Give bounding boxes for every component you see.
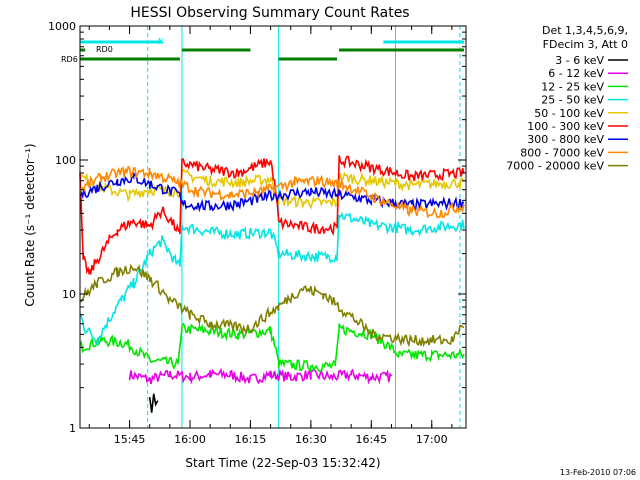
x-tick-label-0: 15:45 — [114, 433, 146, 446]
legend-header-line-2: FDecim 3, Att 0 — [543, 38, 628, 51]
y-tick-label-1: 10 — [62, 288, 76, 301]
legend-label-5: 100 - 300 keV — [527, 120, 604, 133]
x-tick-label-4: 16:45 — [355, 433, 387, 446]
legend-header-line-1: Det 1,3,4,5,6,9, — [542, 24, 628, 37]
x-tick-label-1: 16:00 — [174, 433, 206, 446]
x-tick-label-5: 17:00 — [416, 433, 448, 446]
legend-label-4: 50 - 100 keV — [534, 107, 604, 120]
x-axis-label: Start Time (22-Sep-03 15:32:42) — [185, 456, 380, 470]
flag-label-rd6: RD6 — [61, 55, 78, 64]
y-tick-label-3: 1000 — [48, 20, 76, 33]
series-line-8 — [79, 263, 465, 348]
series-line-0 — [148, 393, 159, 413]
footer-date: 13-Feb-2010 07:06 — [560, 468, 636, 477]
series-line-5 — [79, 155, 465, 275]
series-line-1 — [128, 367, 393, 385]
legend-label-7: 800 - 7000 keV — [520, 146, 604, 159]
flag-label-rd0: RD0 — [96, 45, 113, 54]
legend-label-2: 12 - 25 keV — [541, 80, 604, 93]
series-line-7 — [79, 165, 465, 219]
series-line-2 — [79, 322, 465, 374]
x-tick-label-3: 16:30 — [295, 433, 327, 446]
chart-title: HESSI Observing Summary Count Rates — [130, 5, 409, 21]
legend-label-3: 25 - 50 keV — [541, 94, 604, 107]
legend-label-8: 7000 - 20000 keV — [506, 160, 604, 173]
legend-label-1: 6 - 12 keV — [548, 67, 604, 80]
y-tick-label-0: 1 — [69, 422, 76, 435]
plot-area: N RD0 RD6 1 10 100 1000 15:45 16:00 16:15 16:30 16:… — [48, 20, 467, 446]
x-tick-label-2: 16:15 — [235, 433, 267, 446]
y-axis-label: Count Rate (s⁻¹ detector⁻¹) — [23, 143, 37, 306]
y-tick-label-2: 100 — [55, 154, 76, 167]
series-line-3 — [79, 211, 465, 346]
plot-frame — [79, 25, 467, 429]
legend-label-6: 300 - 800 keV — [527, 133, 604, 146]
legend-label-0: 3 - 6 keV — [555, 54, 604, 67]
series-line-4 — [79, 168, 465, 210]
legend: Det 1,3,4,5,6,9, FDecim 3, Att 0 3 - 6 k… — [506, 24, 628, 173]
flag-label-n: N — [158, 37, 164, 46]
